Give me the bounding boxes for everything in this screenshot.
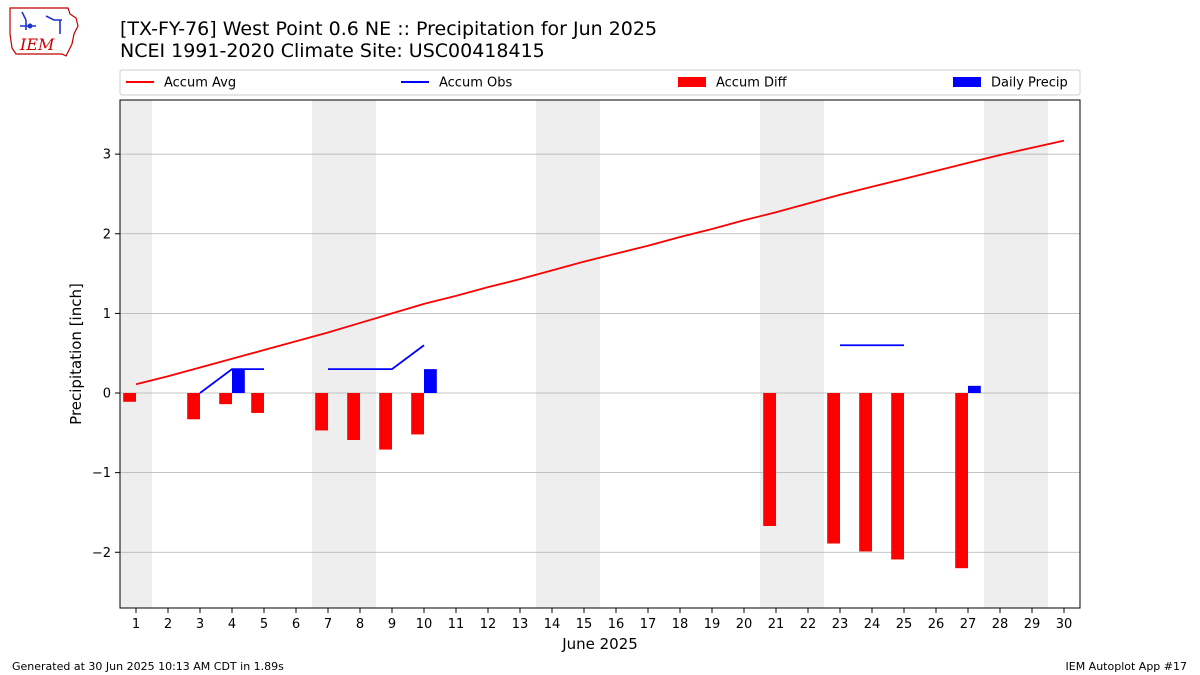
legend-frame xyxy=(119,69,1081,96)
legend-label: Accum Avg xyxy=(164,76,236,91)
x-tick-label: 4 xyxy=(228,617,236,632)
x-tick-label: 5 xyxy=(260,617,268,632)
daily-precip-bar xyxy=(232,369,245,394)
accum-obs-line xyxy=(199,368,264,394)
y-tick-label: 0 xyxy=(103,387,111,402)
x-tick-label: 27 xyxy=(960,617,977,632)
weekend-band xyxy=(984,100,1048,608)
x-tick-label: 24 xyxy=(864,617,881,632)
accum-diff-bar xyxy=(347,393,360,440)
legend-swatch-bar xyxy=(953,77,981,87)
daily-precip-bar xyxy=(424,369,437,394)
y-gridlines xyxy=(120,153,1080,553)
x-tick-label: 15 xyxy=(576,617,593,632)
accum-diff-bar xyxy=(315,393,328,431)
plot-frame xyxy=(119,99,1081,609)
y-tick-label: −2 xyxy=(92,546,111,561)
x-tick-label: 7 xyxy=(324,617,332,632)
legend-label: Daily Precip xyxy=(991,76,1068,91)
lines xyxy=(135,139,1065,394)
iem-logo: IEM xyxy=(9,7,79,57)
accum-avg-line xyxy=(135,139,1065,386)
x-tick-label: 25 xyxy=(896,617,913,632)
weekend-band xyxy=(120,100,152,608)
x-tick-label: 11 xyxy=(448,617,465,632)
weekend-band xyxy=(760,100,824,608)
x-tick-label: 14 xyxy=(544,617,561,632)
bars xyxy=(123,369,981,569)
x-tick-label: 8 xyxy=(356,617,364,632)
x-tick-label: 17 xyxy=(640,617,657,632)
legend-label: Accum Obs xyxy=(439,76,512,91)
daily-precip-bar xyxy=(968,385,981,394)
legend-swatch-bar xyxy=(678,77,706,87)
x-tick-label: 3 xyxy=(196,617,204,632)
accum-obs-line xyxy=(328,344,425,371)
x-tick-label: 26 xyxy=(928,617,945,632)
accum-diff-bar xyxy=(827,393,840,544)
y-tick-label: 3 xyxy=(103,148,111,163)
x-tick-label: 21 xyxy=(768,617,785,632)
x-tick-label: 6 xyxy=(292,617,300,632)
x-tick-label: 18 xyxy=(672,617,689,632)
x-tick-label: 13 xyxy=(512,617,529,632)
x-tick-label: 12 xyxy=(480,617,497,632)
x-tick-label: 20 xyxy=(736,617,753,632)
x-tick-label: 16 xyxy=(608,617,625,632)
weekend-shading xyxy=(120,100,1048,608)
x-tick-label: 30 xyxy=(1056,617,1073,632)
y-tick-label: 1 xyxy=(103,307,111,322)
x-tick-label: 29 xyxy=(1024,617,1041,632)
accum-diff-bar xyxy=(219,393,232,405)
accum-diff-bar xyxy=(763,393,776,526)
footer-app: IEM Autoplot App #17 xyxy=(1065,660,1188,673)
x-tick-label: 19 xyxy=(704,617,721,632)
x-tick-label: 10 xyxy=(416,617,433,632)
footer-generated: Generated at 30 Jun 2025 10:13 AM CDT in… xyxy=(12,660,284,673)
legend: Accum Avg Accum Obs Accum Diff Daily Precip xyxy=(119,69,1081,96)
y-axis: −2 −1 0 1 2 3 xyxy=(92,148,120,561)
weekend-band xyxy=(312,100,376,608)
accum-diff-bar xyxy=(251,393,264,413)
logo-text: IEM xyxy=(19,35,55,54)
chart-title: [TX-FY-76] West Point 0.6 NE :: Precipit… xyxy=(120,18,658,40)
x-axis-label: June 2025 xyxy=(561,635,638,653)
chart-subtitle: NCEI 1991-2020 Climate Site: USC00418415 xyxy=(120,40,545,62)
x-tick-label: 22 xyxy=(800,617,817,632)
legend-label: Accum Diff xyxy=(716,76,788,91)
x-tick-label: 2 xyxy=(164,617,172,632)
accum-diff-bar xyxy=(123,393,136,402)
x-tick-label: 23 xyxy=(832,617,849,632)
x-tick-label: 28 xyxy=(992,617,1009,632)
accum-diff-bar xyxy=(955,393,968,569)
accum-diff-bar xyxy=(411,393,424,435)
accum-diff-bar xyxy=(379,393,392,450)
weekend-band xyxy=(536,100,600,608)
y-axis-label: Precipitation [inch] xyxy=(67,283,85,425)
y-tick-label: 2 xyxy=(103,227,111,242)
x-tick-label: 1 xyxy=(132,617,140,632)
accum-diff-bar xyxy=(891,393,904,560)
x-tick-label: 9 xyxy=(388,617,396,632)
x-axis: 1 2 3 4 5 6 7 8 9 10 11 12 13 14 15 16 17 18 19 20 21 22 23 24 2… xyxy=(132,608,1072,632)
accum-diff-bar xyxy=(187,393,200,420)
accum-diff-bar xyxy=(859,393,872,552)
sensor-icon xyxy=(27,23,33,29)
y-tick-label: −1 xyxy=(92,466,111,481)
